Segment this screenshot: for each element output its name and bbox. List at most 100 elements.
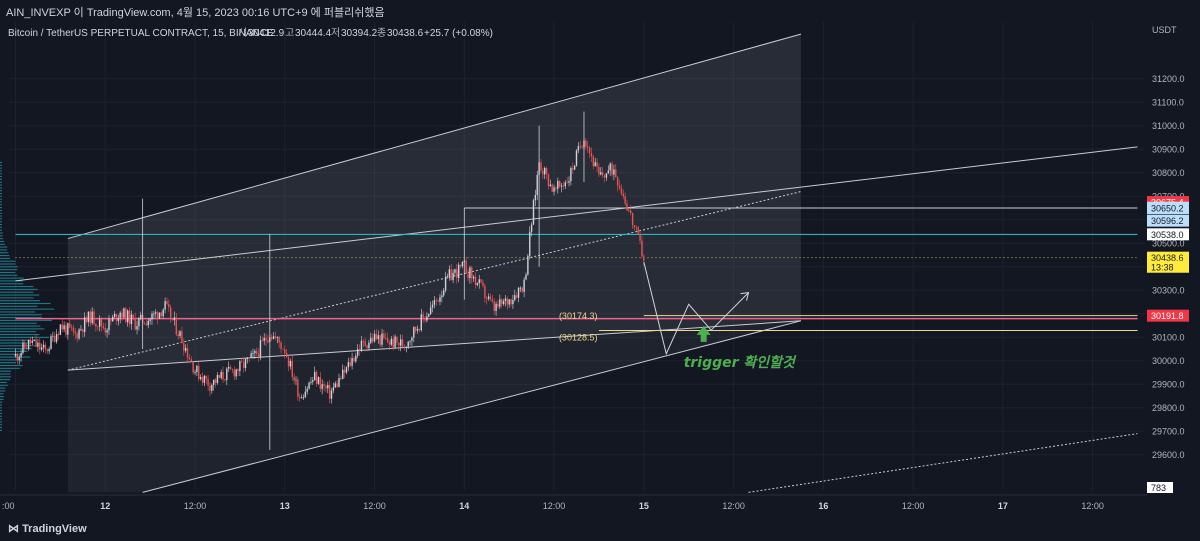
rising-trend-line[interactable] bbox=[15, 146, 1138, 282]
candle-body bbox=[407, 341, 409, 347]
candle-body bbox=[93, 311, 95, 324]
candle-body bbox=[461, 262, 464, 267]
price-badge[interactable] bbox=[1147, 228, 1189, 241]
volume-profile-bar bbox=[0, 302, 51, 305]
candle-body bbox=[289, 360, 292, 367]
volume-profile-bar bbox=[0, 207, 2, 209]
candle-body bbox=[579, 146, 581, 148]
candle-body bbox=[529, 231, 531, 256]
symbol-name[interactable]: Bitcoin / TetherUS PERPETUAL CONTRACT, 1… bbox=[8, 28, 274, 39]
candle-body bbox=[381, 333, 383, 345]
candle-body bbox=[67, 323, 69, 335]
candle-body bbox=[401, 339, 404, 347]
time-axis[interactable]: :00 12 12:00 13 12:00 14 12:00 15 12:00 16 12:00 17… bbox=[0, 494, 1147, 511]
candle-body bbox=[160, 312, 163, 317]
candle-body bbox=[115, 313, 118, 321]
volume-profile-bar bbox=[0, 393, 4, 395]
candle-body bbox=[373, 333, 376, 342]
candle-body bbox=[169, 307, 172, 320]
change-value: +25.7 (+0.08%) bbox=[424, 28, 493, 39]
candle-body bbox=[633, 225, 636, 228]
price-tick-label: 30100.0 bbox=[1152, 332, 1185, 342]
drawings[interactable] bbox=[15, 33, 1138, 493]
projection-arrow-head bbox=[740, 292, 750, 301]
candle-body bbox=[227, 366, 230, 369]
channel-mid-dotted[interactable] bbox=[67, 191, 802, 371]
candle-body bbox=[340, 378, 342, 379]
candle-body bbox=[284, 349, 286, 353]
candle-body bbox=[553, 187, 555, 192]
volume-profile-bar bbox=[0, 305, 38, 307]
parallel-channel-fill[interactable] bbox=[67, 34, 801, 371]
candle-body bbox=[123, 308, 125, 318]
channel-outer-line[interactable] bbox=[142, 320, 802, 493]
price-badge[interactable] bbox=[1147, 260, 1189, 273]
price-axis[interactable]: USDT 29600.0 29700.0 29800.0 29900.0 30000.0 3… bbox=[1147, 22, 1200, 517]
candle-body bbox=[360, 340, 363, 351]
candle-body bbox=[239, 361, 241, 372]
price-tick-label: 30900.0 bbox=[1152, 144, 1185, 154]
dotted-support-line[interactable] bbox=[748, 433, 1138, 493]
candle-body bbox=[626, 203, 628, 211]
tradingview-logo[interactable]: ⋈ TradingView bbox=[8, 523, 87, 535]
candle-body bbox=[241, 361, 243, 363]
level-label: (30128.5) bbox=[559, 333, 598, 343]
candle-body bbox=[276, 337, 278, 338]
volume-profile-bar bbox=[0, 255, 10, 257]
candle-body bbox=[224, 379, 226, 381]
volume-profile-bar bbox=[0, 204, 2, 206]
candle-body bbox=[564, 182, 566, 187]
volume-profile-bar bbox=[0, 238, 4, 240]
candle-body bbox=[295, 379, 297, 381]
volume-profile-bar bbox=[0, 286, 34, 288]
candle-body bbox=[615, 169, 617, 178]
close-value: 30438.6 bbox=[387, 28, 424, 39]
candle-body bbox=[377, 335, 379, 339]
candle-body bbox=[272, 336, 275, 339]
candle-body bbox=[145, 324, 148, 326]
candle-body bbox=[592, 156, 595, 167]
overlays[interactable]: (30174.3) (30128.5) trigger 확인할것 bbox=[559, 261, 797, 371]
candle-body bbox=[130, 314, 133, 325]
price-badge[interactable] bbox=[1147, 201, 1189, 214]
candle-body bbox=[112, 316, 114, 322]
candle-body bbox=[418, 329, 421, 331]
price-badge[interactable] bbox=[1147, 251, 1189, 264]
high-value: 30444.4 bbox=[295, 28, 332, 39]
candle-body bbox=[555, 187, 557, 189]
candle-body bbox=[50, 336, 52, 349]
time-tick-label: 12:00 bbox=[363, 501, 386, 511]
candle-body bbox=[76, 333, 78, 339]
candle-body bbox=[512, 300, 514, 305]
candle-body bbox=[177, 334, 179, 337]
channel-upper-line[interactable] bbox=[67, 33, 802, 240]
candle-body bbox=[594, 162, 596, 167]
candle-body bbox=[69, 323, 71, 328]
projection-path[interactable] bbox=[643, 261, 749, 356]
volume-profile-bar bbox=[0, 424, 2, 426]
candle-body bbox=[500, 299, 503, 305]
price-badge[interactable] bbox=[1147, 309, 1189, 322]
volume-profile-bar bbox=[0, 223, 2, 226]
volume-profile-bar bbox=[0, 297, 34, 299]
price-badge[interactable] bbox=[1147, 214, 1189, 227]
candle-body bbox=[444, 276, 447, 291]
candle-body bbox=[392, 338, 394, 348]
candle-body bbox=[502, 301, 505, 305]
candle-body bbox=[491, 299, 494, 302]
candle-body bbox=[557, 180, 559, 189]
channel-lower-line[interactable] bbox=[67, 320, 801, 371]
candle-body bbox=[476, 283, 479, 286]
candle-body bbox=[263, 338, 265, 341]
volume-profile-bar bbox=[0, 398, 4, 400]
candle-body bbox=[155, 312, 157, 314]
volume-profile-bar bbox=[0, 356, 31, 358]
candle-body bbox=[78, 329, 80, 339]
trigger-annotation[interactable]: trigger 확인할것 bbox=[684, 355, 797, 371]
symbol-legend[interactable]: Bitcoin / TetherUS PERPETUAL CONTRACT, 1… bbox=[0, 22, 700, 42]
candle-body bbox=[480, 279, 482, 283]
volume-profile-bar bbox=[0, 410, 2, 412]
candle-body bbox=[441, 295, 443, 298]
candle-body bbox=[510, 299, 512, 305]
